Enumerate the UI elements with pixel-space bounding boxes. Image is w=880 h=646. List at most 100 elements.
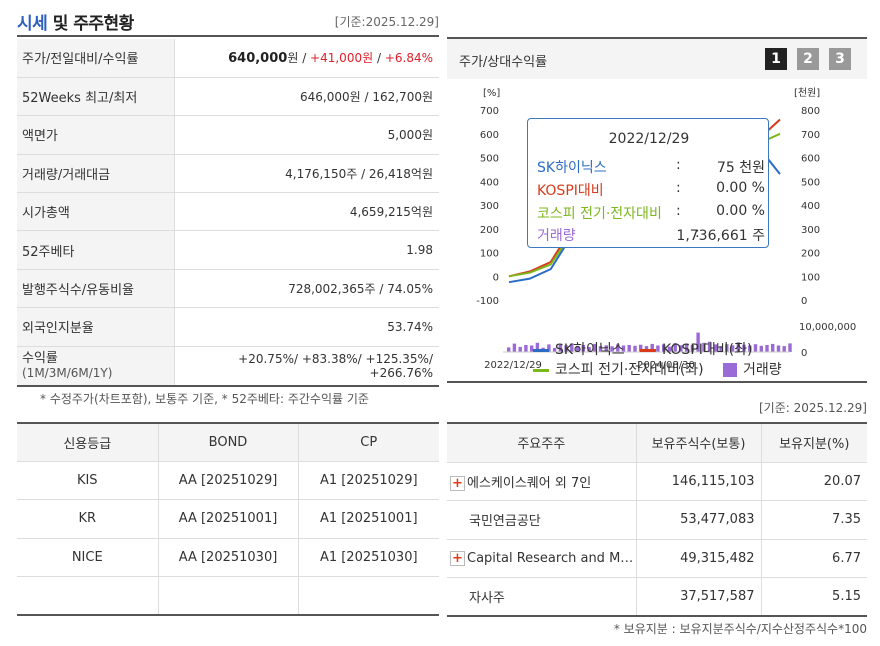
table-row: KR AA [20251001] A1 [20251001] [17,499,439,539]
table-row: 외국인지분율 53.74% [17,307,439,347]
row-value: 646,000원 / 162,700원 [174,77,439,117]
row-label: 거래량/거래대금 [17,154,175,194]
volume-bar [690,345,695,352]
legend-line-icon [533,348,549,352]
row-label: 시가총액 [17,192,175,232]
x-tick-label: 2022/12/29 [484,360,542,371]
volume-bar [507,347,511,352]
volume-bar [633,345,637,352]
page-button-1[interactable]: 1 [765,48,787,70]
row-label: 액면가 [17,115,175,155]
legend-line-icon [533,368,549,372]
table-row: 발행주식수/유동비율 728,002,365주 / 74.05% [17,269,439,309]
volume-bar [650,343,654,352]
volume-bar [581,345,585,352]
volume-bar [679,345,683,353]
legend-label: SK하이닉스 [555,342,625,358]
tooltip-colon: : [676,203,681,219]
right-tick-label: 600 [801,154,820,165]
volume-bar [518,346,522,352]
right-tick-label: 100 [801,272,820,283]
shares-cell: 49,315,482 [635,539,761,578]
volume-bar [707,341,712,352]
chart-tooltip: 2022/12/29 SK하이닉스:75 천원 KOSPI대비: 0.00 % 코… [527,118,769,248]
volume-bar [713,344,717,352]
volume-bar [564,345,568,353]
volume-bar [593,343,597,352]
volume-bar [610,346,614,352]
volume-bar [719,346,723,352]
shareholder-name-cell: + Capital Research and M… [447,539,636,578]
table-row: + 에스케이스퀘어 외 7인 146,115,103 20.07 [447,462,867,501]
tooltip-date: 2022/12/29 [608,131,690,147]
right-tick-label: 400 [801,201,820,212]
cp-cell: A1 [20251001] [297,499,439,539]
volume-bar [776,345,781,352]
row-label: 수익률 (1M/3M/6M/1Y) [17,346,175,388]
tooltip-row: 거래량:1,736,661 주 [537,225,765,247]
tooltip-value: 75 천원 [716,160,765,176]
legend-box-icon [723,363,737,377]
legend-item[interactable]: KOSPI대비(좌) [640,339,752,359]
volume-bar [753,344,758,352]
volume-bar [570,343,574,352]
section-header: 시세 및 주주현황 [기준:2025.12.29] [17,0,439,37]
shares-cell: 53,477,083 [635,500,761,540]
volume-bar [621,345,626,352]
price-change-rate: +6.84% [384,51,433,66]
row-value: 5,000원 [174,115,439,155]
agency-cell: NICE [17,538,158,577]
left-tick-label: 0 [493,272,499,283]
column-header: 신용등급 [17,423,158,462]
shares-cell: 37,517,587 [635,577,761,617]
tooltip-series-name: KOSPI대비 [537,183,604,199]
volume-bar [667,346,672,352]
page-button-2[interactable]: 2 [797,48,819,70]
bond-cell: AA [20251029] [157,461,298,500]
table-row: 자사주 37,517,587 5.15 [447,577,867,617]
column-header: BOND [157,423,298,462]
volume-bar [725,344,729,352]
volume-bar [673,343,677,352]
table-row: 주가/전일대비/수익률 640,000원 / +41,000원 / +6.84% [17,39,439,78]
volume-bar [748,345,752,352]
volume-bar [558,344,563,352]
table-row: + Capital Research and M… 49,315,482 6.77 [447,539,867,578]
table-row: 52주베타 1.98 [17,230,439,270]
cp-cell: A1 [20251030] [297,538,439,577]
volume-bar [535,342,540,352]
expand-plus-icon[interactable]: + [450,550,465,566]
legend-item[interactable]: SK하이닉스 [533,339,625,359]
legend-item[interactable]: 코스피 전기·전자대비(좌) [533,359,704,379]
chart-header: 주가/상대수익률 1 2 3 [447,39,867,79]
shareholder-name: 에스케이스퀘어 외 7인 [467,475,592,491]
tooltip-row: 코스피 전기·전자대비: 0.00 % [537,203,765,225]
tooltip-series-name: SK하이닉스 [537,160,607,176]
volume-bar [788,343,792,352]
bond-cell [157,576,298,616]
pct-cell: 6.77 [760,539,867,578]
right-tick-label: 200 [801,249,820,260]
shareholder-name-cell: 국민연금공단 [447,500,636,540]
page-button-3[interactable]: 3 [829,48,851,70]
tooltip-value: 0.00 % [716,180,765,196]
volume-bar [696,332,700,352]
agency-cell: KIS [17,461,158,500]
legend-item[interactable]: 거래량 [723,359,782,379]
shareholder-note: * 보유지분 : 보유지분주식수/지수산정주식수*100 [613,622,867,636]
separator: / [298,51,311,66]
expand-plus-icon[interactable]: + [450,475,465,491]
returns-label: 수익률 [22,351,58,367]
volume-bar [598,346,603,352]
current-price: 640,000 [228,51,288,67]
volume-bar [656,345,660,352]
cp-cell: A1 [20251029] [297,461,439,500]
tooltip-row: SK하이닉스: 75 천원 [537,157,765,179]
volume-bar [575,345,580,352]
column-header: 보유지분(%) [760,423,867,463]
table-row: 액면가 5,000원 [17,115,439,155]
volume-bar [587,347,591,352]
agency-cell [17,576,158,616]
agency-cell: KR [17,499,158,539]
bond-cell: AA [20251001] [157,499,298,539]
